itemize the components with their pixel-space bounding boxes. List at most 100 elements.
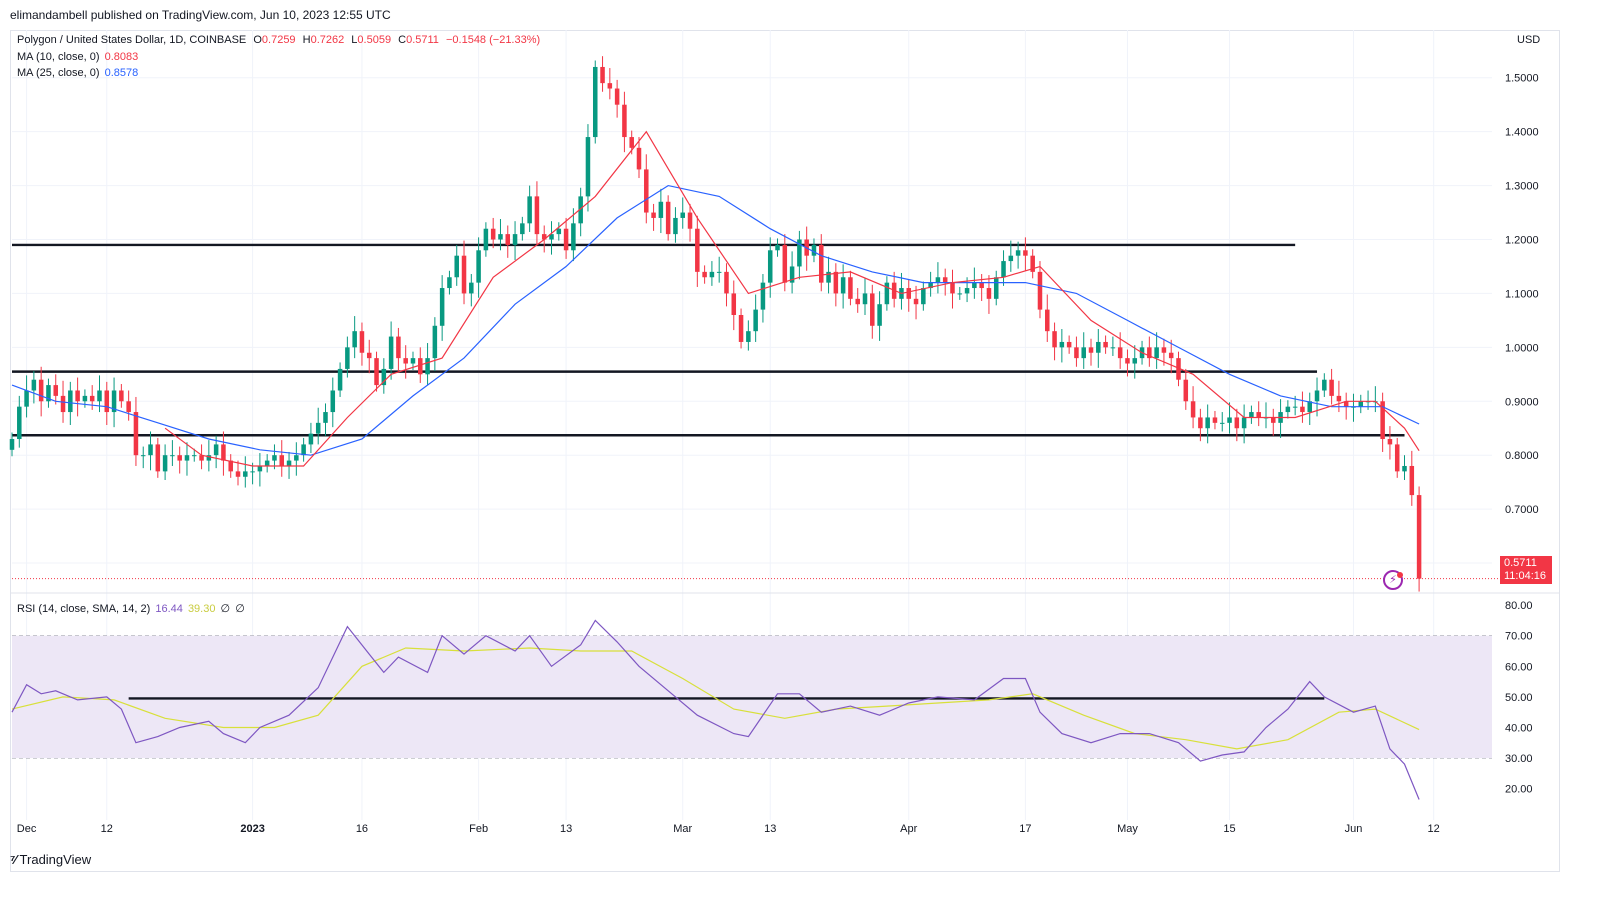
candle-body [571, 223, 576, 251]
price-tick-label: 0.9000 [1505, 396, 1539, 408]
last-price-badge: 0.5711 11:04:16 [1500, 556, 1552, 584]
candle-body [1394, 444, 1400, 472]
candle-body [75, 390, 80, 402]
ma10-line [164, 130, 1420, 467]
candle-body [454, 255, 459, 278]
candle-body [264, 460, 270, 466]
candle-body [374, 358, 379, 386]
candle-body [819, 244, 824, 283]
candle-body [629, 137, 634, 148]
candle-body [709, 271, 715, 278]
candle-body [614, 88, 620, 105]
candle-body [767, 250, 773, 283]
candle-body [199, 455, 204, 461]
candle-body [53, 385, 59, 396]
time-tick-label: 13 [764, 823, 776, 835]
candle-body [294, 455, 299, 461]
candle-body [308, 433, 314, 445]
candle-body [848, 277, 853, 299]
candle-body [1198, 417, 1203, 429]
candle-body [993, 277, 999, 299]
candle-body [119, 390, 124, 402]
candle-body [512, 234, 518, 245]
candle-body [381, 368, 387, 386]
candle-body [1103, 341, 1108, 348]
candle-body [439, 288, 445, 326]
candle-body [38, 379, 44, 402]
legend-rsi-value: 16.44 [155, 603, 183, 615]
candle-body [352, 331, 357, 348]
candle-body [177, 455, 182, 461]
candle-body [1110, 347, 1116, 349]
candle-body [104, 390, 110, 413]
candle-body [826, 271, 831, 283]
candle-body [323, 412, 328, 423]
time-tick-label: May [1117, 823, 1138, 835]
candle-body [789, 266, 795, 283]
price-axis: 1.5000 1.4000 1.3000 1.2000 1.1000 1.0000 0.90… [1505, 73, 1539, 570]
rsi-tick-label: 60.00 [1505, 661, 1533, 673]
candle-body [578, 196, 583, 224]
candle-body [301, 444, 306, 456]
candle-body [636, 147, 642, 170]
time-tick-label: 15 [1223, 823, 1235, 835]
candle-body [82, 395, 88, 402]
price-tick-label: 1.5000 [1505, 73, 1539, 85]
candle-body [250, 471, 255, 473]
candle-body [1380, 401, 1385, 440]
candle-body [345, 347, 350, 369]
legend-rsi-extra2: ∅ [235, 603, 245, 615]
candle-body [140, 455, 146, 457]
candle-body [1358, 401, 1364, 407]
time-tick-label: Feb [469, 823, 488, 835]
price-tick-label: 1.4000 [1505, 127, 1539, 139]
candle-body [162, 455, 168, 472]
candle-body [1117, 347, 1123, 359]
candle-body [972, 282, 977, 289]
candle-body [673, 217, 678, 235]
candle-body [60, 395, 66, 413]
candle-body [906, 288, 912, 299]
brand[interactable]: ⁷⁄ TradingView [10, 852, 91, 867]
candle-body [833, 271, 839, 294]
candle-body [1088, 347, 1094, 353]
candle-body [221, 444, 226, 461]
candle-body [1292, 406, 1298, 408]
candle-body [753, 309, 758, 332]
legend-close: 0.5711 [406, 34, 439, 46]
candle-body [607, 83, 613, 89]
candle-body [775, 244, 780, 251]
candle-body [469, 282, 474, 294]
candle-body [1154, 347, 1159, 359]
time-tick-label: 17 [1019, 823, 1031, 835]
candle-body [855, 298, 860, 305]
candle-body [1241, 417, 1247, 429]
candle-body [1387, 439, 1393, 445]
candle-body [498, 234, 503, 240]
time-tick-label: Mar [673, 823, 692, 835]
candle-body [155, 444, 161, 472]
rsi-tick-label: 80.00 [1505, 600, 1533, 612]
rsi-tick-label: 20.00 [1505, 784, 1533, 796]
candle-body [1219, 422, 1225, 424]
candle-body [1271, 417, 1276, 423]
legend-rsi-label: RSI (14, close, SMA, 14, 2) [17, 603, 151, 615]
candle-body [286, 460, 292, 466]
candle-body [1125, 358, 1130, 364]
candle-body [782, 244, 788, 283]
legend-high-label: H [302, 34, 311, 46]
candle-body [534, 196, 540, 235]
tradingview-logo-icon: ⁷⁄ [10, 852, 16, 867]
candle-body [1329, 379, 1334, 396]
time-axis: Dec 12 2023 16 Feb 13 Mar 13 Apr 17 May 15 Jun 12 [17, 823, 1440, 835]
candle-body [17, 406, 22, 440]
candle-body [184, 455, 190, 461]
brand-name: TradingView [19, 852, 92, 867]
published-caption: elimandambell published on TradingView.c… [10, 8, 391, 22]
candle-body [1001, 261, 1006, 278]
candle-body [1300, 406, 1305, 413]
ma25-line [11, 184, 1420, 456]
candle-body [520, 223, 525, 235]
rsi-tick-label: 50.00 [1505, 692, 1533, 704]
